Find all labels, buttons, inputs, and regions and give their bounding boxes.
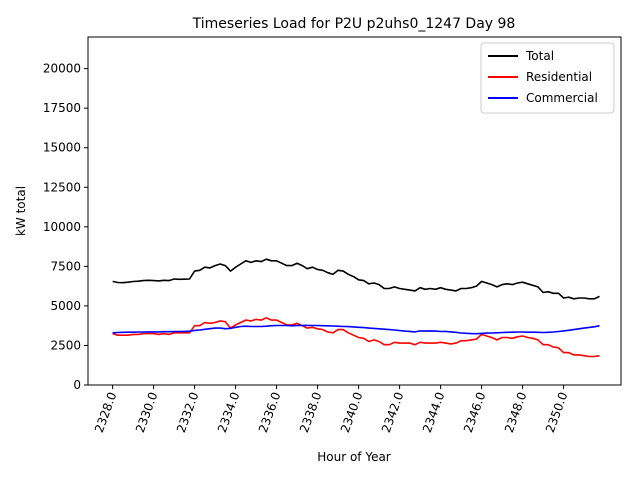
x-tick-label: 2338.0 <box>297 390 325 434</box>
x-tick-label: 2340.0 <box>338 390 366 434</box>
y-tick-label: 17500 <box>43 101 81 115</box>
x-tick-label: 2348.0 <box>502 390 530 434</box>
legend: Total Residential Commercial <box>480 42 615 114</box>
series-line-commercial <box>112 324 600 335</box>
x-tick-label: 2334.0 <box>215 390 243 434</box>
y-tick-label: 2500 <box>50 338 81 352</box>
x-tick-label: 2346.0 <box>461 390 489 434</box>
x-tick-label: 2344.0 <box>420 390 448 434</box>
x-tick-label: 2332.0 <box>174 390 202 434</box>
y-tick-label: 7500 <box>50 259 81 273</box>
x-axis: 2328.0 2330.0 2332.0 2334.0 2336.0 2338.0 2340… <box>92 385 571 434</box>
y-axis: 0 2500 5000 7500 10000 12500 15000 17500 20000 <box>43 62 88 392</box>
legend-label-commercial: Commercial <box>526 91 598 105</box>
y-tick-label: 0 <box>73 378 81 392</box>
y-tick-label: 12500 <box>43 180 81 194</box>
y-tick-label: 15000 <box>43 141 81 155</box>
chart-title: Timeseries Load for P2U p2uhs0_1247 Day … <box>192 16 516 32</box>
y-axis-label: kW total <box>14 186 28 236</box>
y-tick-label: 10000 <box>43 220 81 234</box>
legend-box <box>480 42 615 114</box>
x-tick-label: 2328.0 <box>92 390 120 434</box>
series-group <box>112 258 600 358</box>
series-line-residential <box>112 316 600 358</box>
plot-frame <box>87 36 622 386</box>
x-tick-label: 2330.0 <box>133 390 161 434</box>
y-tick-label: 20000 <box>43 62 81 76</box>
series-line-total <box>112 258 600 300</box>
x-tick-label: 2336.0 <box>256 390 284 434</box>
x-tick-label: 2350.0 <box>543 390 571 434</box>
x-tick-label: 2342.0 <box>379 390 407 434</box>
y-tick-label: 5000 <box>50 299 81 313</box>
legend-label-residential: Residential <box>526 70 592 84</box>
legend-label-total: Total <box>525 49 554 63</box>
x-axis-label: Hour of Year <box>317 450 391 464</box>
